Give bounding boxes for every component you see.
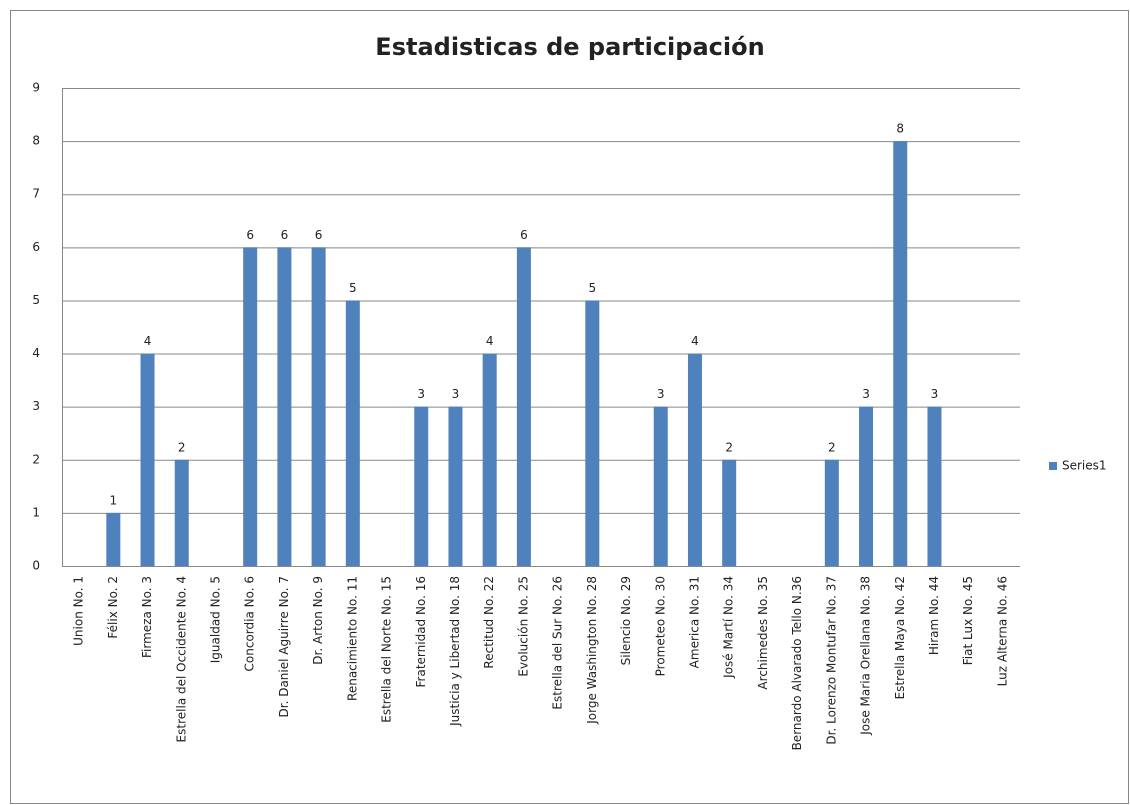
bar bbox=[311, 247, 326, 567]
x-tick-label: Félix No. 2 bbox=[106, 576, 120, 639]
x-tick-label: Prometeo No. 30 bbox=[653, 576, 667, 676]
bar bbox=[927, 406, 942, 566]
y-tick-label: 9 bbox=[32, 81, 40, 95]
bar bbox=[516, 247, 531, 567]
x-tick-label: Hiram No. 44 bbox=[927, 576, 941, 655]
data-label: 2 bbox=[828, 440, 836, 454]
x-tick-label: Dr. Daniel Aguirre No. 7 bbox=[277, 576, 291, 718]
y-tick-label: 4 bbox=[32, 346, 40, 360]
data-label: 4 bbox=[486, 334, 494, 348]
x-tick-label: America No. 31 bbox=[687, 576, 701, 668]
bar bbox=[893, 141, 908, 566]
data-label: 5 bbox=[349, 281, 357, 295]
x-tick-label: Fiat Lux No. 45 bbox=[961, 576, 975, 665]
x-tick-label: Jorge Washington No. 28 bbox=[585, 576, 599, 725]
x-tick-label: Estrella del Norte No. 15 bbox=[380, 576, 394, 723]
x-tick-label: Concordia No. 6 bbox=[243, 576, 257, 671]
legend-label: Series1 bbox=[1062, 459, 1107, 473]
x-tick-label: Firmeza No. 3 bbox=[140, 576, 154, 658]
x-tick-label: Bernardo Alvarado Tello N.36 bbox=[790, 576, 804, 750]
x-tick-label: Fraternidad No. 16 bbox=[414, 576, 428, 687]
y-tick-label: 5 bbox=[32, 293, 40, 307]
data-label: 3 bbox=[417, 387, 425, 401]
data-label: 1 bbox=[110, 493, 118, 507]
y-tick-label: 0 bbox=[32, 559, 40, 573]
bar bbox=[482, 353, 497, 566]
y-tick-label: 8 bbox=[32, 134, 40, 148]
data-label: 6 bbox=[520, 228, 528, 242]
bar bbox=[174, 459, 189, 566]
data-label: 6 bbox=[315, 228, 323, 242]
x-tick-label: Rectitud No. 22 bbox=[482, 576, 496, 669]
x-tick-label: Evolución No. 25 bbox=[516, 576, 530, 677]
y-tick-label: 7 bbox=[32, 187, 40, 201]
data-label: 6 bbox=[281, 228, 289, 242]
x-tick-label: Dr. Lorenzo Montufar No. 37 bbox=[824, 576, 838, 745]
x-tick-label: Estrella del Sur No. 26 bbox=[551, 576, 565, 710]
bar bbox=[859, 406, 874, 566]
x-tick-label: Justicia y Libertad No. 18 bbox=[448, 576, 462, 727]
bar bbox=[106, 512, 121, 566]
x-tick-label: Luz Alterna No. 46 bbox=[995, 576, 1009, 686]
data-label: 3 bbox=[452, 387, 460, 401]
bar bbox=[824, 459, 839, 566]
data-label: 3 bbox=[862, 387, 870, 401]
data-label: 3 bbox=[931, 387, 939, 401]
x-tick-label: José Martí No. 34 bbox=[722, 576, 736, 679]
y-tick-label: 1 bbox=[32, 505, 40, 519]
y-tick-label: 2 bbox=[32, 452, 40, 466]
bar bbox=[414, 406, 429, 566]
data-label: 5 bbox=[589, 281, 597, 295]
bar bbox=[345, 300, 360, 566]
bar bbox=[722, 459, 737, 566]
x-tick-label: Estrella del Occidente No. 4 bbox=[174, 576, 188, 742]
bar bbox=[653, 406, 668, 566]
x-tick-label: Jose Maria Orellana No. 38 bbox=[859, 576, 873, 736]
data-label: 4 bbox=[144, 334, 152, 348]
data-label: 2 bbox=[725, 440, 733, 454]
data-label: 8 bbox=[896, 122, 904, 136]
data-label: 3 bbox=[657, 387, 665, 401]
x-tick-label: Igualdad No. 5 bbox=[208, 576, 222, 663]
bar bbox=[585, 300, 600, 566]
data-label: 2 bbox=[178, 440, 186, 454]
x-tick-label: Archimedes No. 35 bbox=[756, 576, 770, 690]
bar bbox=[277, 247, 292, 567]
chart-title: Estadisticas de participación bbox=[375, 33, 764, 61]
bar bbox=[448, 406, 463, 566]
x-tick-label: Renacimiento No. 11 bbox=[345, 576, 359, 701]
data-label: 6 bbox=[246, 228, 254, 242]
x-tick-label: Dr. Arton No. 9 bbox=[311, 576, 325, 665]
legend-swatch bbox=[1049, 462, 1057, 470]
data-label: 4 bbox=[691, 334, 699, 348]
bar bbox=[687, 353, 702, 566]
x-tick-label: Union No. 1 bbox=[72, 576, 86, 646]
x-tick-label: Estrella Maya No. 42 bbox=[893, 576, 907, 699]
bar bbox=[243, 247, 258, 567]
y-tick-label: 3 bbox=[32, 399, 40, 413]
bar bbox=[140, 353, 155, 566]
y-tick-label: 6 bbox=[32, 240, 40, 254]
x-tick-label: Silencio No. 29 bbox=[619, 576, 633, 665]
